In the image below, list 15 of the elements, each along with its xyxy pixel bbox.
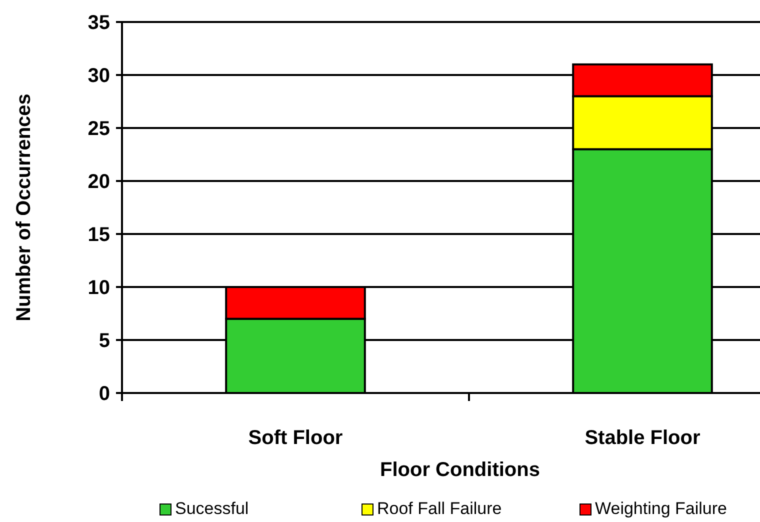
x-tick-label: Soft Floor <box>248 427 343 449</box>
y-tick-label: 35 <box>88 12 110 34</box>
y-axis-title: Number of Occurrences <box>13 94 35 322</box>
y-tick-label: 0 <box>98 383 110 405</box>
y-tick-label: 10 <box>88 277 110 299</box>
y-tick-label: 20 <box>88 171 110 193</box>
legend-label: Weighting Failure <box>595 499 727 518</box>
y-tick-label: 25 <box>88 118 110 140</box>
x-tick-label: Stable Floor <box>584 427 700 449</box>
legend-label: Sucessful <box>175 499 249 518</box>
y-tick-label: 15 <box>88 224 110 246</box>
y-tick-label: 5 <box>98 330 110 352</box>
y-tick-label: 30 <box>88 65 110 87</box>
legend-label: Roof Fall Failure <box>377 499 502 518</box>
x-axis-title: Floor Conditions <box>380 459 540 481</box>
